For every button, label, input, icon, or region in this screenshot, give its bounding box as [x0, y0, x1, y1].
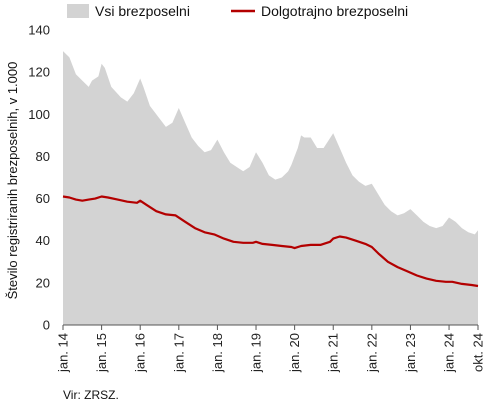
y-tick-label: 0 — [43, 318, 50, 333]
y-axis-title: Število registriranih brezposelnih, v 1.… — [5, 62, 20, 300]
y-tick-label: 80 — [36, 149, 50, 164]
series-area-vsi-brezposelni — [63, 51, 478, 325]
y-tick-label: 40 — [36, 233, 50, 248]
legend: Vsi brezposelni Dolgotrajno brezposelni — [67, 3, 408, 19]
y-tick-label: 20 — [36, 275, 50, 290]
y-tick-label: 120 — [28, 65, 50, 80]
x-tick-label: jan. 21 — [326, 333, 341, 373]
x-tick-label: jan. 19 — [249, 333, 264, 373]
legend-swatch-vsi-brezposelni — [67, 4, 89, 18]
y-tick-label: 60 — [36, 191, 50, 206]
x-tick-label: jan. 14 — [56, 333, 71, 373]
x-tick-label: jan. 17 — [171, 333, 186, 373]
x-tick-label: jan. 24 — [442, 333, 457, 373]
x-tick-label: jan. 18 — [210, 333, 225, 373]
x-tick-label: jan. 22 — [364, 333, 379, 373]
x-tick-label: jan. 16 — [133, 333, 148, 373]
plot-area — [62, 51, 479, 325]
x-tick-label: jan. 15 — [94, 333, 109, 373]
source-note: Vir: ZRSZ. — [63, 388, 119, 402]
x-tick-label: jan. 23 — [403, 333, 418, 373]
legend-label-vsi-brezposelni: Vsi brezposelni — [95, 3, 190, 19]
y-axis: 0 20 40 60 80 100 120 140 — [28, 23, 50, 333]
y-tick-label: 140 — [28, 23, 50, 38]
series-line-dolgotrajno-brezposelni — [62, 195, 479, 288]
legend-label-dolgotrajno-brezposelni: Dolgotrajno brezposelni — [261, 3, 408, 19]
y-tick-label: 100 — [28, 107, 50, 122]
x-tick-label: okt. 24 — [471, 333, 486, 372]
x-tick-label: jan. 20 — [287, 333, 302, 373]
x-axis: jan. 14 jan. 15 jan. 16 jan. 17 jan. 18 jan. … — [56, 324, 486, 373]
